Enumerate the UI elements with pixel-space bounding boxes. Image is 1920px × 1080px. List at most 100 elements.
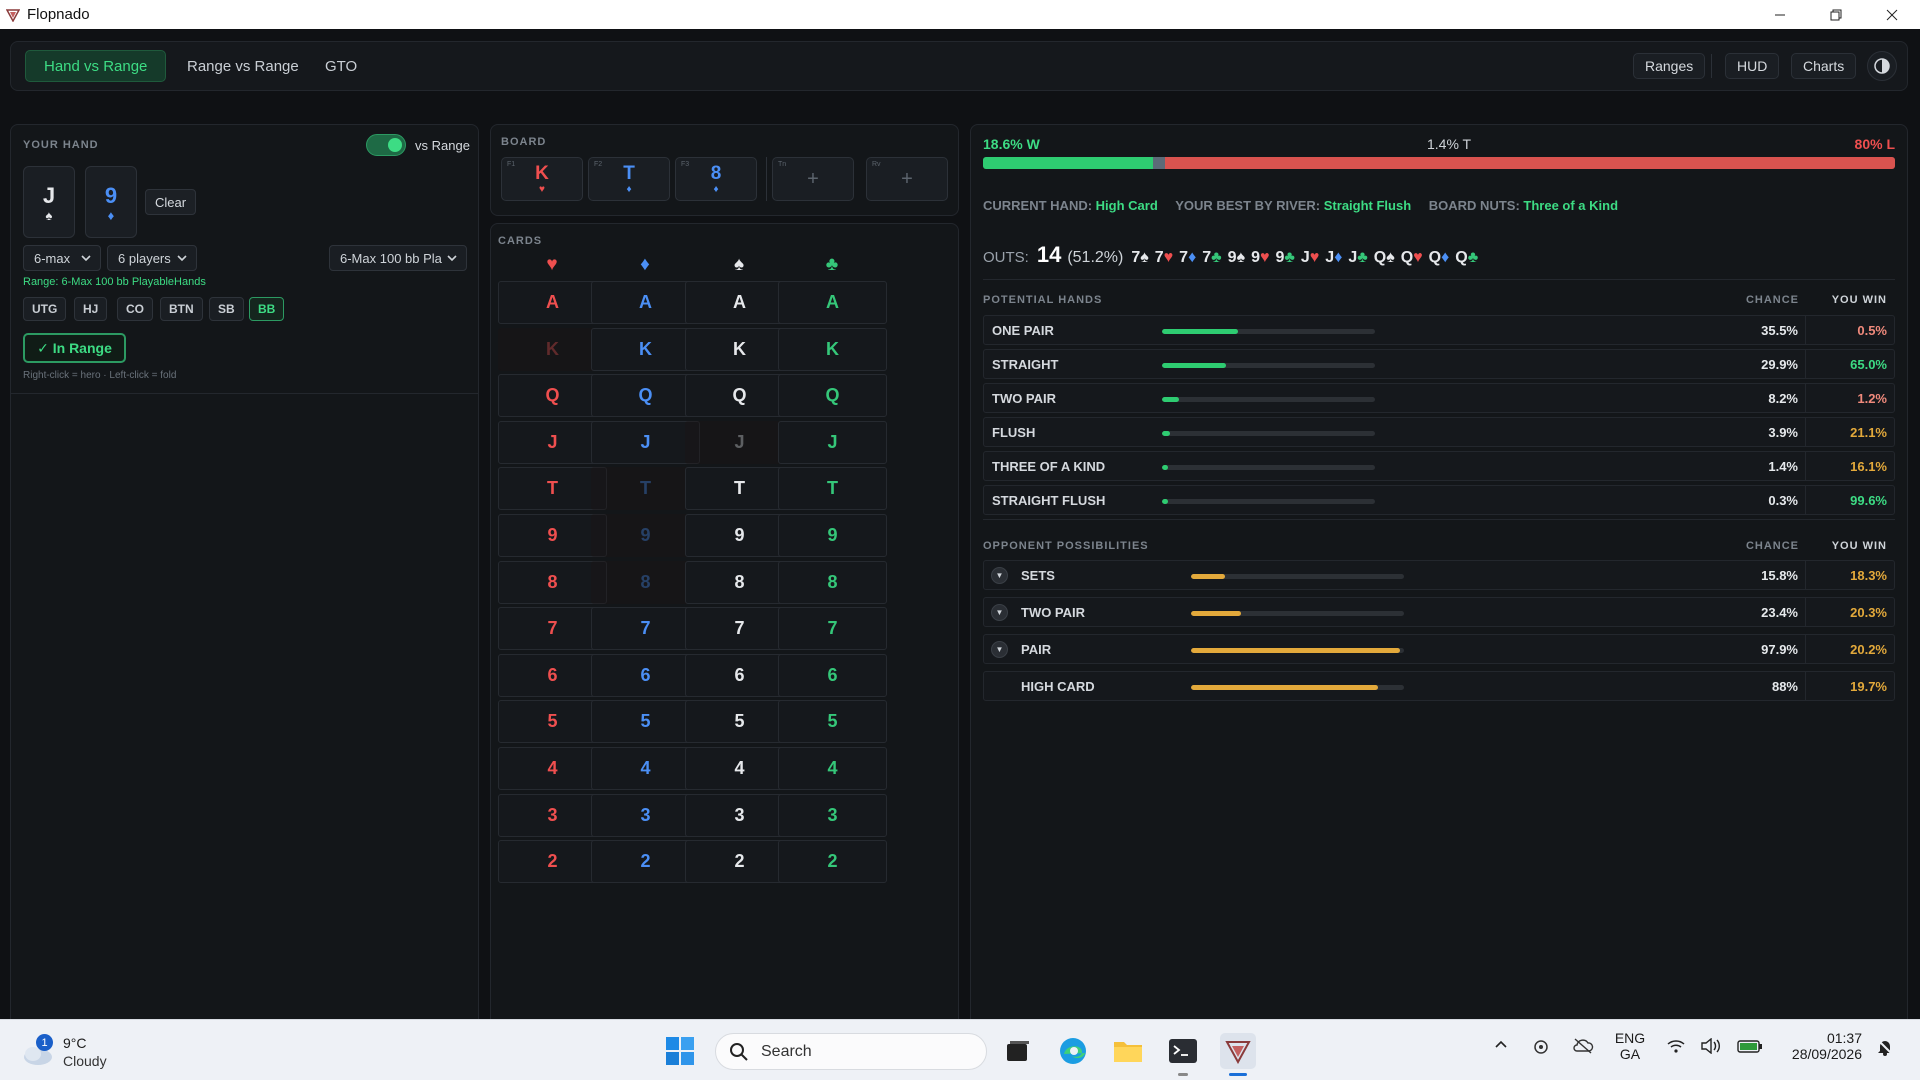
start-button[interactable] bbox=[662, 1033, 698, 1069]
card-cell-Q-spades[interactable]: Q bbox=[685, 374, 794, 418]
card-cell-6-diamonds[interactable]: 6 bbox=[591, 653, 700, 697]
position-btn-button[interactable]: BTN bbox=[160, 297, 203, 321]
notifications-button[interactable] bbox=[1876, 1038, 1894, 1059]
card-cell-6-hearts[interactable]: 6 bbox=[498, 653, 607, 697]
card-cell-J-spades[interactable]: J bbox=[685, 420, 794, 464]
card-cell-5-clubs[interactable]: 5 bbox=[778, 700, 887, 744]
card-cell-7-spades[interactable]: 7 bbox=[685, 607, 794, 651]
card-cell-K-hearts[interactable]: K bbox=[498, 327, 607, 371]
card-cell-7-clubs[interactable]: 7 bbox=[778, 607, 887, 651]
expand-chevron-icon[interactable]: ▼ bbox=[991, 641, 1008, 658]
chance-bar-track bbox=[1191, 611, 1404, 616]
card-cell-T-clubs[interactable]: T bbox=[778, 467, 887, 511]
opponent-row-two-pair[interactable]: ▼ TWO PAIR 23.4% 20.3% bbox=[983, 597, 1895, 627]
card-cell-A-spades[interactable]: A bbox=[685, 281, 794, 324]
position-hj-button[interactable]: HJ bbox=[74, 297, 108, 321]
card-cell-9-diamonds[interactable]: 9 bbox=[591, 514, 700, 557]
tab-range-vs-range[interactable]: Range vs Range bbox=[187, 57, 299, 75]
tab-gto[interactable]: GTO bbox=[325, 57, 358, 75]
card-cell-4-clubs[interactable]: 4 bbox=[778, 747, 887, 790]
board-card-flop-3[interactable]: F3 8 ♦ bbox=[675, 157, 757, 201]
card-cell-8-clubs[interactable]: 8 bbox=[778, 560, 887, 604]
card-cell-A-diamonds[interactable]: A bbox=[591, 281, 700, 324]
card-cell-4-diamonds[interactable]: 4 bbox=[591, 747, 700, 790]
card-cell-9-hearts[interactable]: 9 bbox=[498, 514, 607, 557]
volume-status[interactable] bbox=[1700, 1037, 1722, 1057]
card-cell-6-spades[interactable]: 6 bbox=[685, 653, 794, 697]
card-cell-6-clubs[interactable]: 6 bbox=[778, 653, 887, 697]
weather-widget[interactable]: 1 9°C Cloudy bbox=[20, 1034, 107, 1070]
card-cell-3-clubs[interactable]: 3 bbox=[778, 793, 887, 837]
card-cell-5-diamonds[interactable]: 5 bbox=[591, 700, 700, 744]
position-bb-button[interactable]: BB bbox=[249, 297, 285, 321]
card-cell-4-spades[interactable]: 4 bbox=[685, 747, 794, 790]
card-cell-7-diamonds[interactable]: 7 bbox=[591, 607, 700, 651]
players-select[interactable]: 6 players bbox=[107, 245, 197, 271]
card-cell-K-clubs[interactable]: K bbox=[778, 327, 887, 371]
table-size-select[interactable]: 6-max bbox=[23, 245, 101, 271]
card-cell-5-spades[interactable]: 5 bbox=[685, 700, 794, 744]
clear-button[interactable]: Clear bbox=[145, 189, 197, 215]
card-cell-A-clubs[interactable]: A bbox=[778, 281, 887, 324]
card-cell-3-spades[interactable]: 3 bbox=[685, 793, 794, 837]
card-cell-J-clubs[interactable]: J bbox=[778, 420, 887, 464]
card-cell-J-hearts[interactable]: J bbox=[498, 420, 607, 464]
card-cell-T-spades[interactable]: T bbox=[685, 467, 794, 511]
card-cell-7-hearts[interactable]: 7 bbox=[498, 607, 607, 651]
card-cell-Q-hearts[interactable]: Q bbox=[498, 374, 607, 418]
card-cell-Q-clubs[interactable]: Q bbox=[778, 374, 887, 418]
board-card-flop-1[interactable]: F1 K ♥ bbox=[501, 157, 583, 201]
ranges-button[interactable]: Ranges bbox=[1633, 53, 1706, 79]
position-utg-button[interactable]: UTG bbox=[23, 297, 67, 321]
card-cell-2-diamonds[interactable]: 2 bbox=[591, 840, 700, 884]
flopnado-taskbar-button[interactable] bbox=[1220, 1033, 1256, 1076]
position-co-button[interactable]: CO bbox=[117, 297, 153, 321]
cloud-icon bbox=[24, 1047, 52, 1065]
board-card-turn[interactable]: Tn + bbox=[772, 157, 854, 201]
card-cell-2-clubs[interactable]: 2 bbox=[778, 840, 887, 884]
show-hidden-icons-button[interactable] bbox=[1494, 1038, 1508, 1055]
card-cell-8-diamonds[interactable]: 8 bbox=[591, 560, 700, 604]
hero-card-1[interactable]: J ♠ bbox=[23, 166, 75, 238]
expand-chevron-icon[interactable]: ▼ bbox=[991, 567, 1008, 584]
card-cell-K-diamonds[interactable]: K bbox=[591, 327, 700, 371]
terminal-button[interactable] bbox=[1165, 1033, 1201, 1076]
task-view-button[interactable] bbox=[1000, 1033, 1036, 1069]
card-cell-8-hearts[interactable]: 8 bbox=[498, 560, 607, 604]
battery-status[interactable] bbox=[1737, 1038, 1763, 1057]
minimize-button[interactable] bbox=[1752, 0, 1808, 29]
edge-browser-button[interactable] bbox=[1055, 1033, 1091, 1069]
restore-button[interactable] bbox=[1808, 0, 1864, 29]
card-cell-T-diamonds[interactable]: T bbox=[591, 467, 700, 511]
onedrive-tray-icon[interactable] bbox=[1572, 1038, 1594, 1057]
opponent-row-sets[interactable]: ▼ SETS 15.8% 18.3% bbox=[983, 560, 1895, 590]
tray-app-icon[interactable] bbox=[1533, 1038, 1549, 1059]
card-cell-9-clubs[interactable]: 9 bbox=[778, 514, 887, 557]
card-cell-3-diamonds[interactable]: 3 bbox=[591, 793, 700, 837]
hud-button[interactable]: HUD bbox=[1725, 53, 1780, 79]
tab-hand-vs-range[interactable]: Hand vs Range bbox=[25, 50, 167, 82]
opponent-row-pair[interactable]: ▼ PAIR 97.9% 20.2% bbox=[983, 634, 1895, 664]
taskbar-search[interactable]: Search bbox=[715, 1033, 987, 1070]
card-cell-T-hearts[interactable]: T bbox=[498, 467, 607, 511]
expand-chevron-icon[interactable]: ▼ bbox=[991, 604, 1008, 621]
range-preset-select[interactable]: 6-Max 100 bb Pla bbox=[329, 245, 467, 271]
close-button[interactable] bbox=[1864, 0, 1920, 29]
wifi-status[interactable] bbox=[1666, 1038, 1686, 1057]
file-explorer-button[interactable] bbox=[1110, 1033, 1146, 1069]
board-card-river[interactable]: Rv + bbox=[866, 157, 948, 201]
charts-button[interactable]: Charts bbox=[1791, 53, 1857, 79]
card-cell-Q-diamonds[interactable]: Q bbox=[591, 374, 700, 418]
position-sb-button[interactable]: SB bbox=[209, 297, 244, 321]
language-indicator[interactable]: ENG GA bbox=[1614, 1030, 1646, 1062]
board-card-flop-2[interactable]: F2 T ♦ bbox=[588, 157, 670, 201]
card-cell-A-hearts[interactable]: A bbox=[498, 281, 607, 324]
vs-range-toggle[interactable] bbox=[366, 134, 406, 156]
card-cell-5-hearts[interactable]: 5 bbox=[498, 700, 607, 744]
card-cell-J-diamonds[interactable]: J bbox=[591, 420, 700, 464]
clock[interactable]: 01:37 28/09/2026 bbox=[1780, 1030, 1862, 1062]
card-cell-K-spades[interactable]: K bbox=[685, 327, 794, 371]
theme-toggle-button[interactable] bbox=[1867, 51, 1897, 81]
hero-card-2[interactable]: 9 ♦ bbox=[85, 166, 137, 238]
card-cell-3-hearts[interactable]: 3 bbox=[498, 793, 607, 837]
